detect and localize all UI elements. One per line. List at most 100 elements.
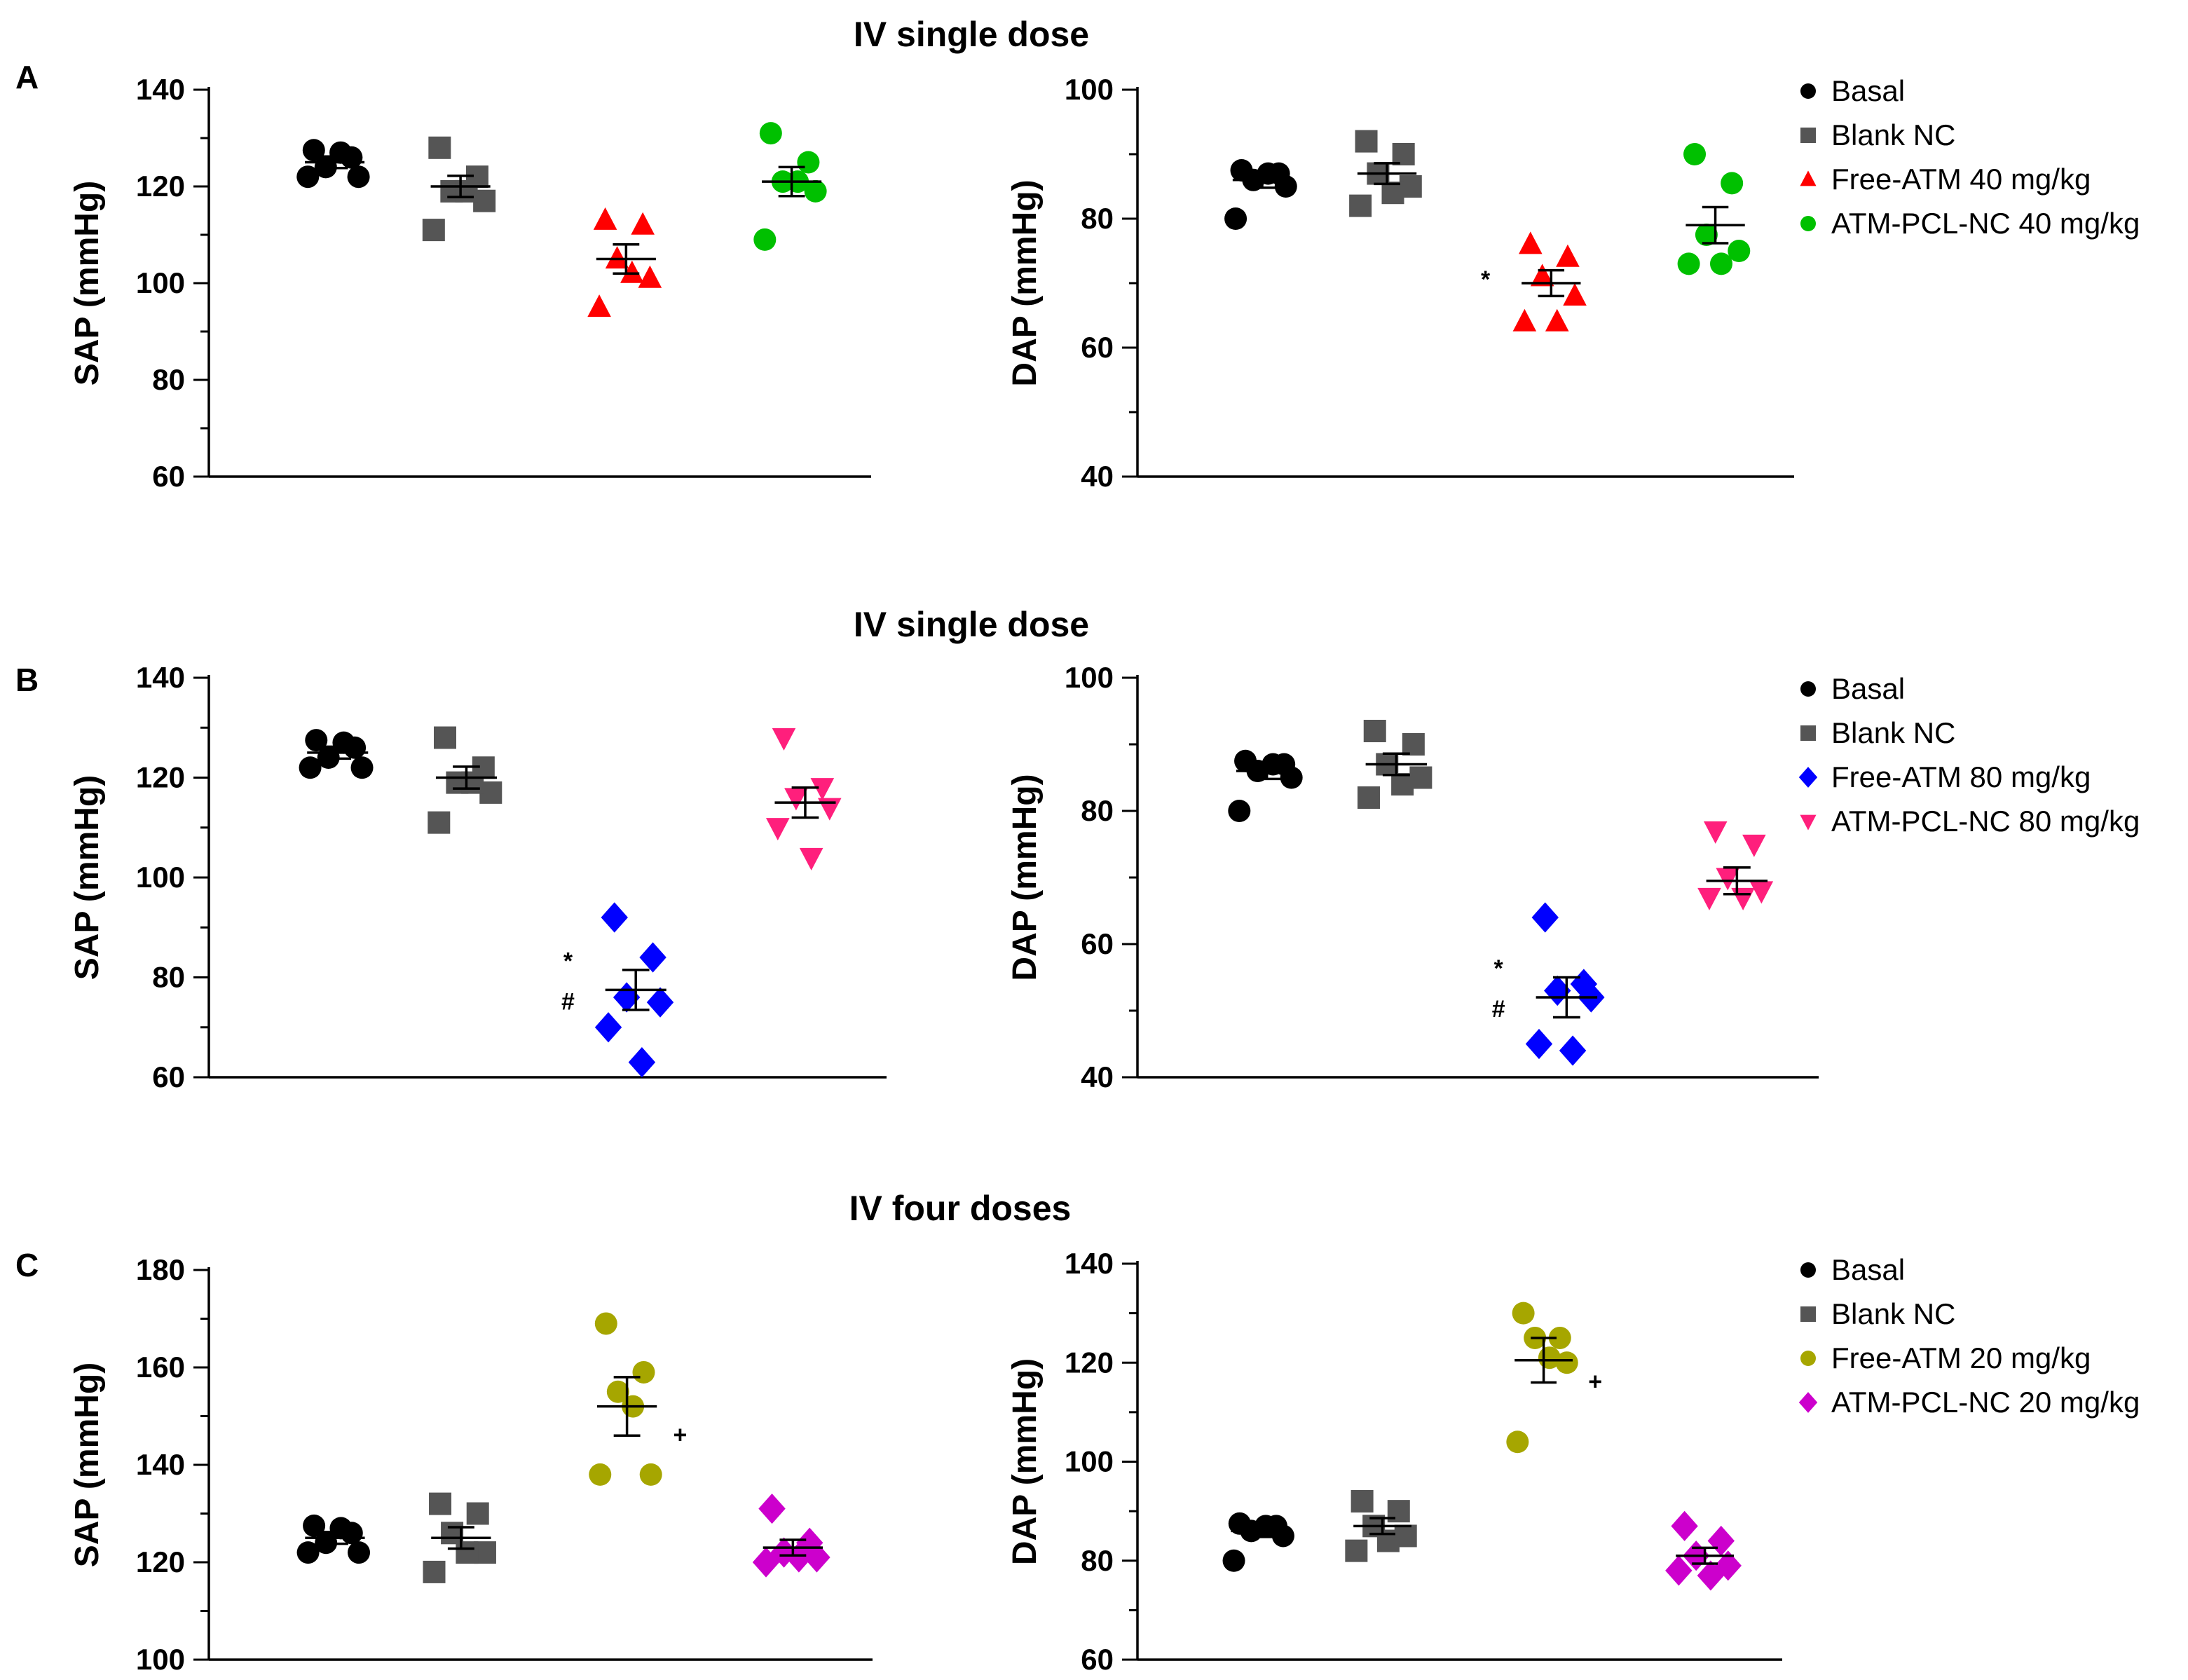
legend-label: Free-ATM 80 mg/kg xyxy=(1831,760,2091,793)
square-marker xyxy=(455,179,478,203)
series-group xyxy=(428,726,502,834)
legend-label: Free-ATM 40 mg/kg xyxy=(1831,163,2091,196)
series-group xyxy=(1506,1302,1578,1454)
legend-item: Free-ATM 20 mg/kg xyxy=(1800,1341,2091,1374)
triangle-marker xyxy=(631,212,655,235)
y-axis-label: SAP (mmHg) xyxy=(69,1363,106,1567)
diamond-marker xyxy=(1798,1392,1818,1413)
y-tick-label: 140 xyxy=(136,73,185,106)
y-tick-label: 120 xyxy=(136,761,185,794)
square-marker xyxy=(1402,733,1425,756)
series-group xyxy=(423,1492,496,1583)
square-marker xyxy=(466,1502,489,1525)
significance-annotation: # xyxy=(561,988,575,1015)
square-marker xyxy=(1800,128,1816,143)
series-group xyxy=(587,207,662,317)
diamond-marker xyxy=(628,1047,656,1078)
circle-marker xyxy=(1548,1326,1571,1349)
legend-item: Basal xyxy=(1800,1253,1905,1286)
circle-marker xyxy=(1257,162,1280,185)
y-tick-label: 80 xyxy=(1081,1544,1114,1577)
triangle-marker xyxy=(593,207,617,230)
chart-panel-5: IV four doses C 100 120 140 160 180 SAP (mmHg) + xyxy=(15,1189,1071,1676)
diamond-marker xyxy=(785,1542,813,1573)
legend-label: Basal xyxy=(1831,74,1905,107)
series-group xyxy=(753,122,827,251)
y-tick-label: 160 xyxy=(136,1351,185,1384)
square-marker xyxy=(456,1541,479,1564)
square-marker xyxy=(1345,1539,1368,1562)
triangle-marker xyxy=(638,265,662,288)
y-tick-label: 100 xyxy=(136,1643,185,1676)
series-group xyxy=(299,729,374,779)
series-group xyxy=(1512,231,1587,332)
circle-marker xyxy=(1800,1262,1816,1278)
series-group xyxy=(296,1514,371,1564)
circle-marker xyxy=(753,228,777,251)
diamond-marker xyxy=(1531,902,1559,933)
square-marker xyxy=(433,726,456,749)
y-tick-label: 140 xyxy=(1065,1247,1114,1280)
circle-marker xyxy=(1555,1351,1578,1374)
legend-label: Basal xyxy=(1831,1253,1905,1286)
y-tick-label: 80 xyxy=(1081,794,1114,827)
circle-marker xyxy=(296,165,320,189)
legend-item: ATM-PCL-NC 40 mg/kg xyxy=(1800,207,2140,240)
y-tick-label: 60 xyxy=(1081,1643,1114,1676)
diamond-marker xyxy=(1798,767,1818,788)
y-axis-label: DAP (mmHg) xyxy=(1006,179,1044,386)
circle-marker xyxy=(1721,172,1744,195)
legend-item: Free-ATM 40 mg/kg xyxy=(1800,163,2091,196)
square-marker xyxy=(423,1560,446,1583)
panel-letter: A xyxy=(15,59,39,95)
chart-panel-2: Basal Blank NC Free-ATM 40 mg/kg ATM-PCL-NC… xyxy=(1006,73,2140,493)
y-tick-label: 40 xyxy=(1081,1060,1114,1093)
triangle-down-marker xyxy=(772,728,796,751)
circle-marker xyxy=(1728,240,1751,262)
chart-title: IV four doses xyxy=(849,1189,1072,1228)
square-marker xyxy=(1392,143,1415,165)
series-group xyxy=(1349,130,1422,217)
circle-marker xyxy=(589,1463,612,1486)
y-tick-label: 80 xyxy=(152,961,185,994)
circle-marker xyxy=(1800,83,1816,99)
legend-label: Free-ATM 20 mg/kg xyxy=(1831,1341,2091,1374)
legend-label: ATM-PCL-NC 20 mg/kg xyxy=(1831,1386,2140,1419)
circle-marker xyxy=(350,756,374,779)
diamond-marker xyxy=(758,1493,786,1524)
y-axis-label: DAP (mmHg) xyxy=(1006,774,1044,981)
series-group xyxy=(1677,143,1751,275)
y-tick-label: 120 xyxy=(1065,1346,1114,1379)
y-tick-label: 80 xyxy=(1081,202,1114,235)
square-marker xyxy=(1355,130,1378,153)
series-group xyxy=(1525,902,1605,1066)
chart-panel-1: IV single dose A 60 80 100 120 140 SAP (mmHg) xyxy=(15,15,1089,493)
series-group xyxy=(1222,1512,1294,1572)
triangle-down-marker xyxy=(1749,881,1774,904)
diamond-marker xyxy=(1559,1035,1587,1066)
y-tick-label: 140 xyxy=(136,1448,185,1481)
circle-marker xyxy=(302,139,325,162)
series-group xyxy=(752,1493,830,1578)
triangle-down-marker xyxy=(1800,814,1817,831)
circle-marker xyxy=(329,1517,353,1540)
y-tick-label: 120 xyxy=(136,1545,185,1578)
square-marker xyxy=(461,771,484,794)
square-marker xyxy=(1357,786,1380,809)
panel-letter: C xyxy=(15,1247,39,1283)
chart-panel-3: IV single dose B 60 80 100 120 140 SAP (mmHg) * # xyxy=(15,605,1089,1093)
series-group xyxy=(589,1312,662,1486)
circle-marker xyxy=(299,756,322,779)
y-tick-label: 80 xyxy=(152,363,185,396)
series-group xyxy=(1224,159,1297,230)
legend-item: Free-ATM 80 mg/kg xyxy=(1798,760,2091,793)
diamond-marker xyxy=(1671,1510,1698,1541)
circle-marker xyxy=(1222,1549,1245,1572)
triangle-down-marker xyxy=(1742,834,1766,857)
circle-marker xyxy=(1683,143,1707,165)
circle-marker xyxy=(347,165,370,189)
circle-marker xyxy=(759,122,782,145)
triangle-marker xyxy=(587,294,611,317)
y-tick-label: 60 xyxy=(152,1060,185,1093)
